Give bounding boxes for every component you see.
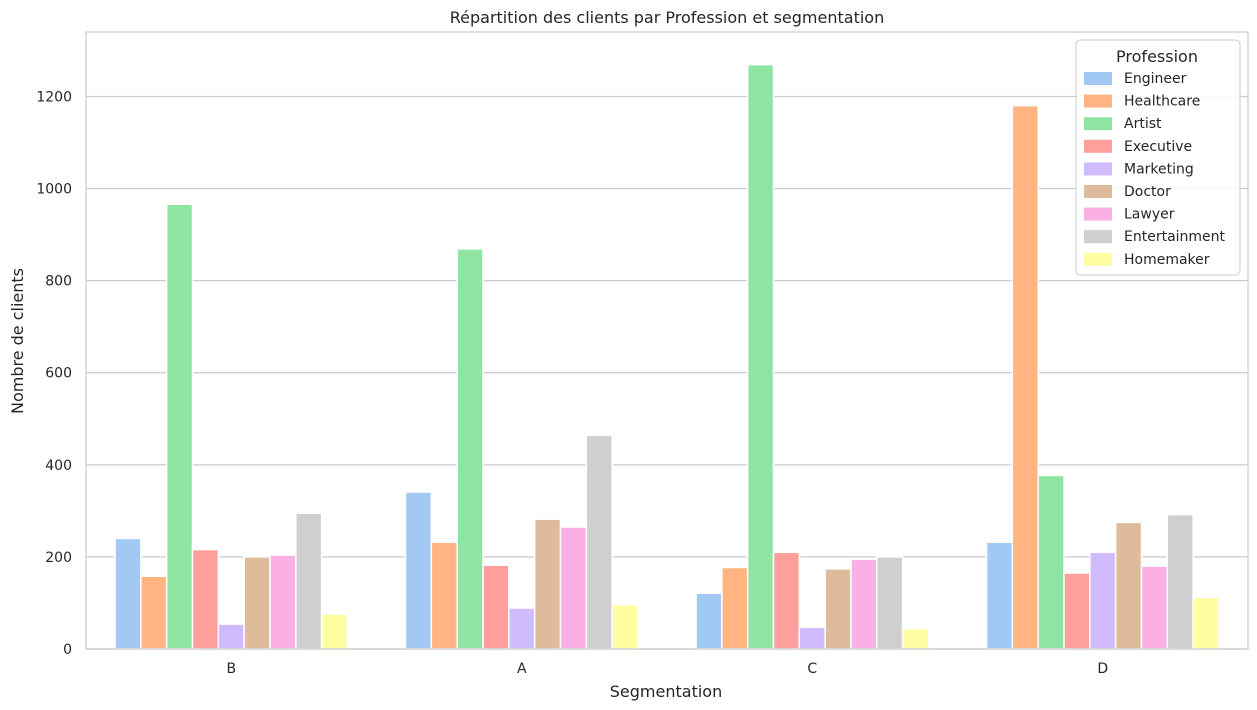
bar-D-doctor [1114, 521, 1143, 650]
legend-swatch-entertainment [1084, 230, 1112, 244]
bar-A-executive [482, 564, 510, 650]
bar-D-entertainment [1166, 513, 1194, 650]
bar-C-lawyer [850, 558, 878, 650]
y-tick-label: 1000 [36, 182, 72, 198]
bar-C-healthcare [721, 566, 749, 650]
x-tick-label: D [1097, 661, 1108, 677]
legend-label: Executive [1124, 139, 1192, 155]
legend-label: Artist [1124, 116, 1162, 132]
y-tick-label: 200 [45, 550, 72, 566]
legend-label: Entertainment [1124, 229, 1226, 245]
legend-label: Healthcare [1124, 94, 1200, 110]
bar-D-lawyer [1140, 565, 1169, 650]
bar-A-entertainment [585, 434, 613, 650]
y-axis-ticks: 0 200 400 600 800 1000 1200 [36, 89, 72, 658]
bar-B-artist [165, 203, 194, 650]
legend-swatch-marketing [1084, 162, 1112, 176]
legend-swatch-lawyer [1084, 207, 1112, 221]
legend-title: Profession [1116, 47, 1198, 66]
x-axis-title: Segmentation [610, 682, 722, 701]
chart-title: Répartition des clients par Profession e… [450, 8, 884, 27]
legend-label: Doctor [1124, 184, 1171, 200]
bar-B-engineer [114, 537, 142, 650]
y-tick-label: 600 [45, 366, 72, 382]
legend-label: Engineer [1124, 71, 1187, 87]
bar-D-engineer [985, 541, 1014, 650]
bar-B-marketing [217, 623, 245, 650]
x-tick-label: A [517, 661, 527, 677]
bar-C-homemaker [901, 627, 930, 650]
legend-swatch-healthcare [1084, 94, 1112, 108]
y-tick-label: 400 [45, 458, 72, 474]
bar-D-homemaker [1192, 596, 1220, 650]
bar-D-marketing [1089, 551, 1117, 650]
bar-A-doctor [533, 518, 562, 650]
legend-label: Homemaker [1124, 252, 1210, 268]
x-tick-label: B [226, 661, 236, 677]
legend-swatch-homemaker [1084, 252, 1112, 266]
bar-B-lawyer [269, 554, 297, 650]
bar-A-lawyer [559, 526, 588, 650]
y-tick-label: 0 [63, 642, 72, 658]
bar-B-doctor [243, 556, 271, 650]
bar-D-healthcare [1011, 104, 1039, 650]
bar-A-healthcare [430, 541, 458, 650]
bar-A-engineer [404, 491, 433, 650]
bar-B-homemaker [320, 613, 349, 650]
bar-B-entertainment [295, 512, 323, 650]
bar-C-marketing [798, 626, 826, 650]
bar-C-executive [772, 551, 801, 650]
legend-swatch-executive [1084, 139, 1112, 153]
y-tick-label: 800 [45, 274, 72, 290]
bar-C-doctor [824, 568, 852, 650]
legend-label: Lawyer [1124, 207, 1175, 223]
bar-C-artist [746, 63, 775, 650]
bar-C-engineer [695, 592, 723, 650]
bar-A-marketing [508, 607, 536, 650]
legend-swatch-doctor [1084, 185, 1112, 198]
legend-frame [1075, 39, 1241, 276]
bar-B-healthcare [140, 575, 168, 650]
bar-A-homemaker [611, 604, 639, 650]
y-axis-title: Nombre de clients [8, 268, 27, 414]
plot-frame [85, 31, 1249, 650]
legend-swatch-artist [1084, 117, 1112, 131]
legend-items: Engineer Healthcare Artist Executive Marketi… [1084, 71, 1226, 268]
bar-B-executive [191, 548, 220, 650]
legend: Profession Engineer Healthcare Artist Execu… [1075, 39, 1241, 276]
legend-swatch-engineer [1084, 72, 1112, 85]
bar-D-artist [1037, 474, 1065, 650]
legend-label: Marketing [1124, 161, 1194, 177]
bar-A-artist [456, 248, 484, 650]
bars [114, 63, 1220, 650]
bar-D-executive [1063, 572, 1091, 650]
x-tick-label: C [807, 661, 817, 677]
bar-C-entertainment [876, 556, 904, 650]
y-tick-label: 1200 [36, 89, 72, 105]
